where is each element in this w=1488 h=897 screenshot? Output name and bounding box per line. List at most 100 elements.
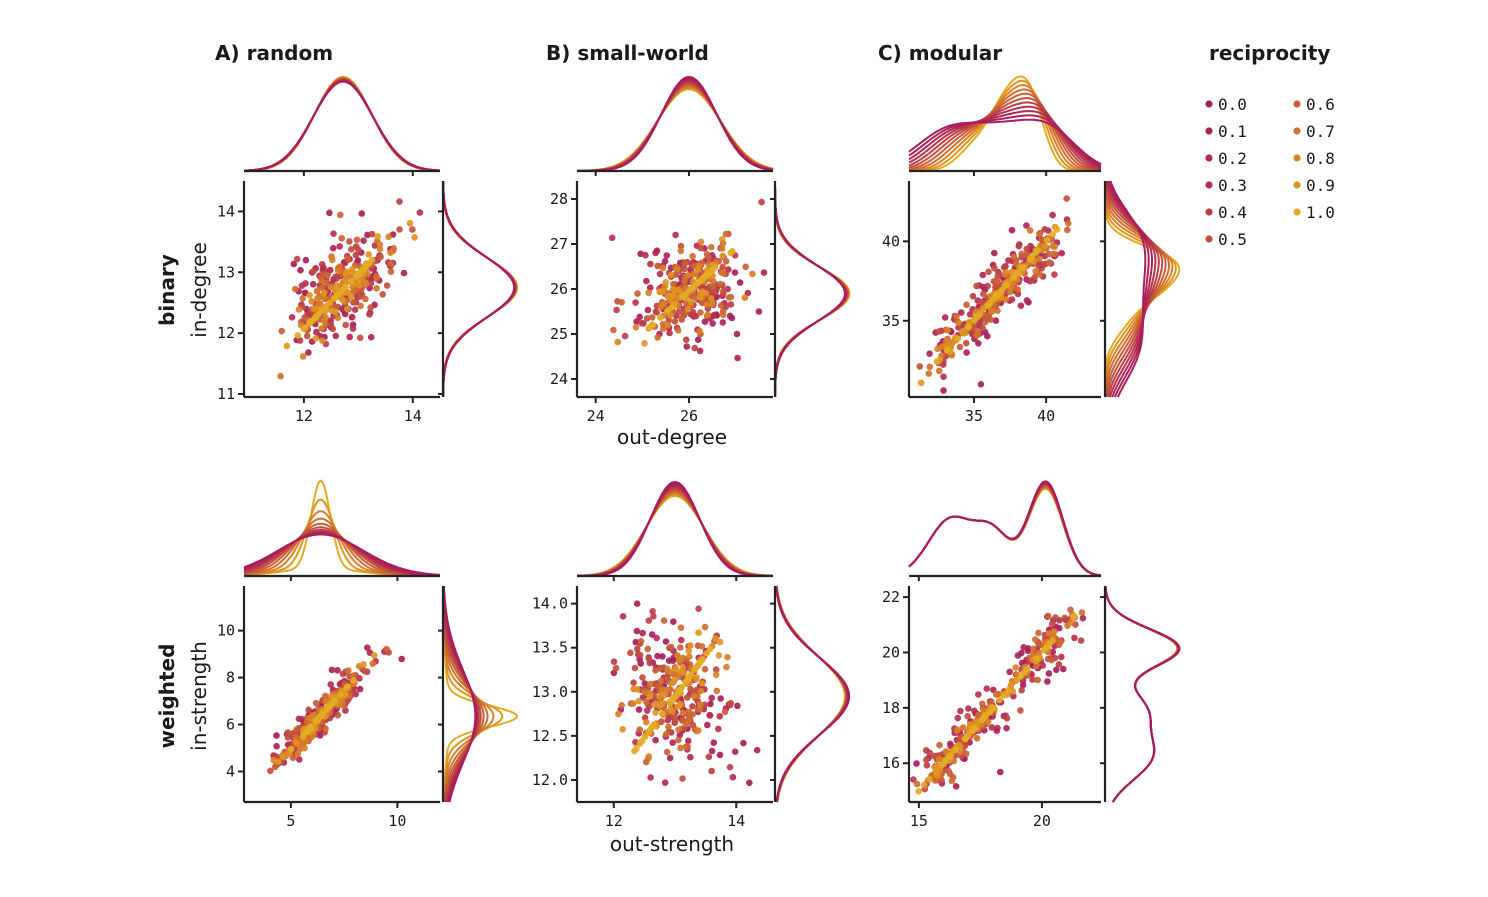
scatter-point: [994, 724, 1001, 732]
legend-swatch: [1205, 100, 1213, 108]
scatter-point: [332, 332, 340, 340]
scatter-point: [647, 774, 654, 781]
scatter-point: [290, 260, 298, 268]
scatter-point: [668, 680, 675, 687]
axes: 5 10 4 6 8 10: [217, 574, 445, 830]
scatter-point: [1010, 253, 1018, 261]
scatter-point: [385, 233, 392, 241]
panel-a-weighted: 5 10 4 6 8 10: [217, 479, 519, 830]
right-density-curve: [774, 181, 848, 397]
scatter-point: [703, 301, 711, 308]
scatter-point: [677, 744, 684, 752]
scatter-point: [292, 739, 300, 746]
scatter-point: [666, 754, 674, 762]
top-density-curve: [244, 80, 440, 172]
scatter-point: [313, 295, 321, 302]
scatter-point: [684, 305, 692, 313]
right-density-curve: [442, 181, 518, 397]
top-density-curve: [908, 88, 1101, 172]
right-density-curve: [1106, 180, 1157, 398]
scatter-point: [635, 706, 643, 713]
legend-label: 0.6: [1306, 95, 1335, 114]
scatter-point: [980, 706, 987, 714]
scatter-point: [627, 649, 634, 657]
y-tick-label: 20: [882, 643, 900, 661]
scatter-point: [360, 661, 367, 668]
right-density-curve: [1109, 180, 1147, 398]
scatter-point: [646, 693, 654, 700]
row-label-binary: binary: [155, 254, 179, 326]
scatter-point: [351, 286, 359, 294]
scatter-point: [278, 327, 286, 335]
scatter-point: [634, 645, 641, 653]
top-marginal-density: [576, 480, 774, 577]
x-tick-label: 5: [286, 812, 295, 830]
scatter-point: [1020, 644, 1027, 651]
scatter-point: [292, 733, 300, 741]
scatter-point: [1077, 637, 1085, 644]
scatter-point: [317, 712, 325, 720]
scatter-point: [296, 337, 304, 344]
scatter-point: [674, 265, 681, 272]
top-density-curve: [908, 480, 1102, 577]
scatter-point: [679, 775, 686, 782]
top-density-curve: [577, 487, 773, 577]
scatter-point: [1012, 664, 1019, 671]
x-tick-label: 35: [965, 407, 983, 425]
scatter-point: [648, 631, 656, 638]
top-density-curve: [577, 494, 773, 577]
scatter-point: [698, 680, 706, 687]
legend-item: 0.7: [1293, 122, 1335, 141]
top-density-curve: [908, 487, 1102, 577]
scatter-point: [613, 306, 620, 314]
scatter-point: [698, 643, 706, 650]
scatter-point: [292, 285, 299, 293]
scatter-point: [653, 634, 660, 642]
scatter-point: [667, 706, 674, 713]
scatter-point: [645, 728, 652, 736]
scatter-point: [334, 667, 341, 674]
legend-label: 1.0: [1306, 203, 1335, 222]
scatter-point: [984, 718, 992, 726]
scatter-point: [979, 715, 987, 722]
scatter-point: [653, 309, 661, 316]
scatter-point: [942, 338, 950, 346]
scatter-point: [689, 703, 696, 710]
right-density-curve: [1104, 585, 1179, 803]
scatter-point: [665, 657, 673, 664]
panel-c-weighted: 15 20 16 18 20 22: [882, 480, 1181, 830]
legend-swatch: [1205, 154, 1213, 162]
y-tick-label: 18: [882, 699, 900, 717]
right-marginal-density: [442, 180, 519, 397]
right-density-curve: [442, 180, 516, 397]
right-density-curve: [1104, 585, 1179, 803]
scatter-point: [634, 686, 641, 693]
scatter-point: [337, 691, 344, 698]
scatter-point: [1036, 230, 1043, 238]
scatter-point: [1038, 265, 1045, 272]
scatter-point: [1005, 687, 1012, 694]
y-tick-label: 25: [550, 325, 568, 343]
legend-label: 0.7: [1306, 122, 1335, 141]
scatter-point: [313, 717, 320, 725]
panels: 12 14 11 12 13 14 24 26 24 25 26 27 28 35 40 35 40 5 10 4 6 8…: [217, 75, 1181, 830]
scatter-point: [352, 251, 360, 259]
scatter-point: [654, 334, 661, 341]
scatter-point: [662, 638, 670, 645]
scatter-point: [1053, 666, 1060, 674]
scatter-point: [327, 266, 334, 274]
scatter-point: [723, 663, 730, 671]
scatter-point: [677, 700, 684, 708]
scatter-point: [670, 302, 677, 309]
scatter-point: [733, 330, 741, 338]
scatter-point: [352, 690, 360, 698]
scatter-point: [715, 725, 722, 733]
right-density-curve: [1105, 180, 1160, 398]
scatter-point: [971, 724, 978, 732]
right-density-curve: [442, 181, 517, 397]
right-density-curve: [1104, 181, 1174, 398]
scatter-point: [740, 739, 747, 747]
scatter-point: [669, 739, 676, 746]
scatter-point: [377, 253, 384, 261]
top-density-curve: [908, 484, 1102, 577]
